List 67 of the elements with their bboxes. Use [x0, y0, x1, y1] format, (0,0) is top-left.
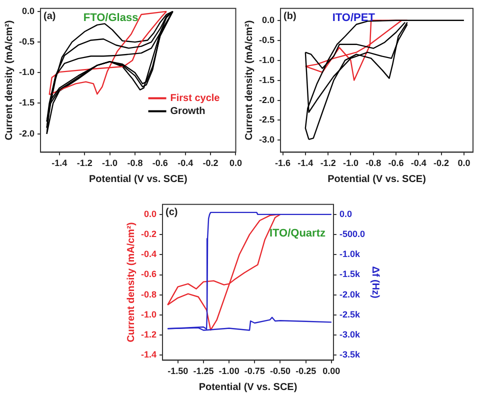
- y-tick-label: -1.0: [18, 67, 35, 78]
- y2-axis-title: Δf (Hz): [369, 266, 380, 298]
- x-tick-label: -1.0: [342, 158, 358, 168]
- y2-tick-label: 0.0: [339, 208, 352, 219]
- x-tick-label: -0.6: [388, 158, 404, 168]
- x-tick-label: -1.4: [298, 158, 314, 168]
- x-tick-label: -0.25: [296, 366, 316, 376]
- y-tick-label: 0.0: [144, 208, 157, 219]
- x-axis-title: Potential (V vs. SCE): [328, 174, 426, 185]
- y2-tick-label: -3.5k: [339, 350, 361, 360]
- x-tick-label: -0.2: [434, 158, 450, 168]
- x-tick-label: -0.4: [178, 158, 194, 168]
- x-tick-label: -1.25: [193, 366, 214, 376]
- x-tick-label: -0.75: [244, 366, 265, 376]
- y2-tick-label: -2.5k: [339, 309, 361, 320]
- y-tick-label: -2.0: [18, 128, 35, 138]
- y-axis-title: Current density (mA/cm²): [126, 222, 137, 342]
- annotation: (a): [44, 11, 56, 22]
- y2-tick-label: -1.5k: [339, 269, 361, 280]
- annotation: (c): [166, 207, 178, 218]
- x-tick-label: 0.0: [229, 158, 242, 168]
- y2-tick-label: -2.0k: [339, 289, 361, 300]
- annotation: FTO/Glass: [83, 12, 138, 24]
- annotation: ITO/PET: [332, 12, 376, 24]
- x-tick-label: -1.2: [320, 158, 336, 168]
- y-tick-label: -3.0: [258, 134, 275, 145]
- y-tick-label: -1.5: [18, 98, 35, 108]
- y-tick-label: -0.5: [18, 36, 35, 47]
- y-tick-label: -0.5: [258, 34, 275, 45]
- x-tick-label: -1.6: [275, 158, 291, 168]
- x-tick-label: -1.2: [76, 158, 92, 168]
- x-tick-label: -1.50: [168, 366, 188, 376]
- x-tick-label: -1.00: [218, 366, 240, 376]
- x-tick-label: -0.8: [127, 158, 143, 168]
- y2-tick-label: -1.0k: [339, 249, 361, 260]
- y-tick-label: -0.8: [140, 289, 157, 300]
- x-tick-label: -0.4: [410, 158, 426, 168]
- y-axis-title: Current density (mA/cm²): [4, 20, 15, 140]
- x-tick-label: -1.0: [102, 158, 118, 168]
- x-tick-label: -0.8: [366, 158, 382, 168]
- y-tick-label: -0.6: [140, 269, 157, 280]
- y-tick-label: -2.0: [258, 94, 275, 105]
- y-tick-label: -1.5: [258, 74, 275, 85]
- x-tick-label: 0.00: [322, 366, 340, 376]
- y-tick-label: -2.5: [258, 114, 275, 125]
- y-tick-label: 0.0: [22, 6, 35, 16]
- x-tick-label: -0.6: [152, 158, 168, 168]
- legend-label: First cycle: [170, 92, 220, 104]
- x-tick-label: -0.2: [202, 158, 218, 168]
- y-tick-label: -0.2: [140, 229, 157, 240]
- y-tick-label: -1.0: [140, 309, 157, 320]
- x-axis-title: Potential (V vs. SCE): [88, 174, 188, 185]
- y-tick-label: 0.0: [262, 14, 275, 25]
- y2-tick-label: -3.0k: [339, 330, 361, 340]
- annotation: ITO/Quartz: [269, 227, 326, 240]
- x-tick-label: -0.50: [270, 366, 290, 376]
- y-tick-label: -1.2: [140, 330, 157, 340]
- x-tick-label: 0.0: [458, 158, 470, 168]
- y-tick-label: -1.4: [140, 350, 157, 360]
- y-tick-label: -0.4: [140, 249, 157, 260]
- annotation: (b): [284, 11, 296, 22]
- y2-tick-label: -500.0: [339, 229, 366, 240]
- y-tick-label: -1.0: [258, 54, 275, 65]
- legend-label: Growth: [170, 106, 206, 117]
- x-axis-title: Potential (V vs. SCE): [198, 382, 298, 393]
- y-axis-title: Current density (mA/cm²): [244, 20, 255, 140]
- x-tick-label: -1.4: [52, 158, 68, 168]
